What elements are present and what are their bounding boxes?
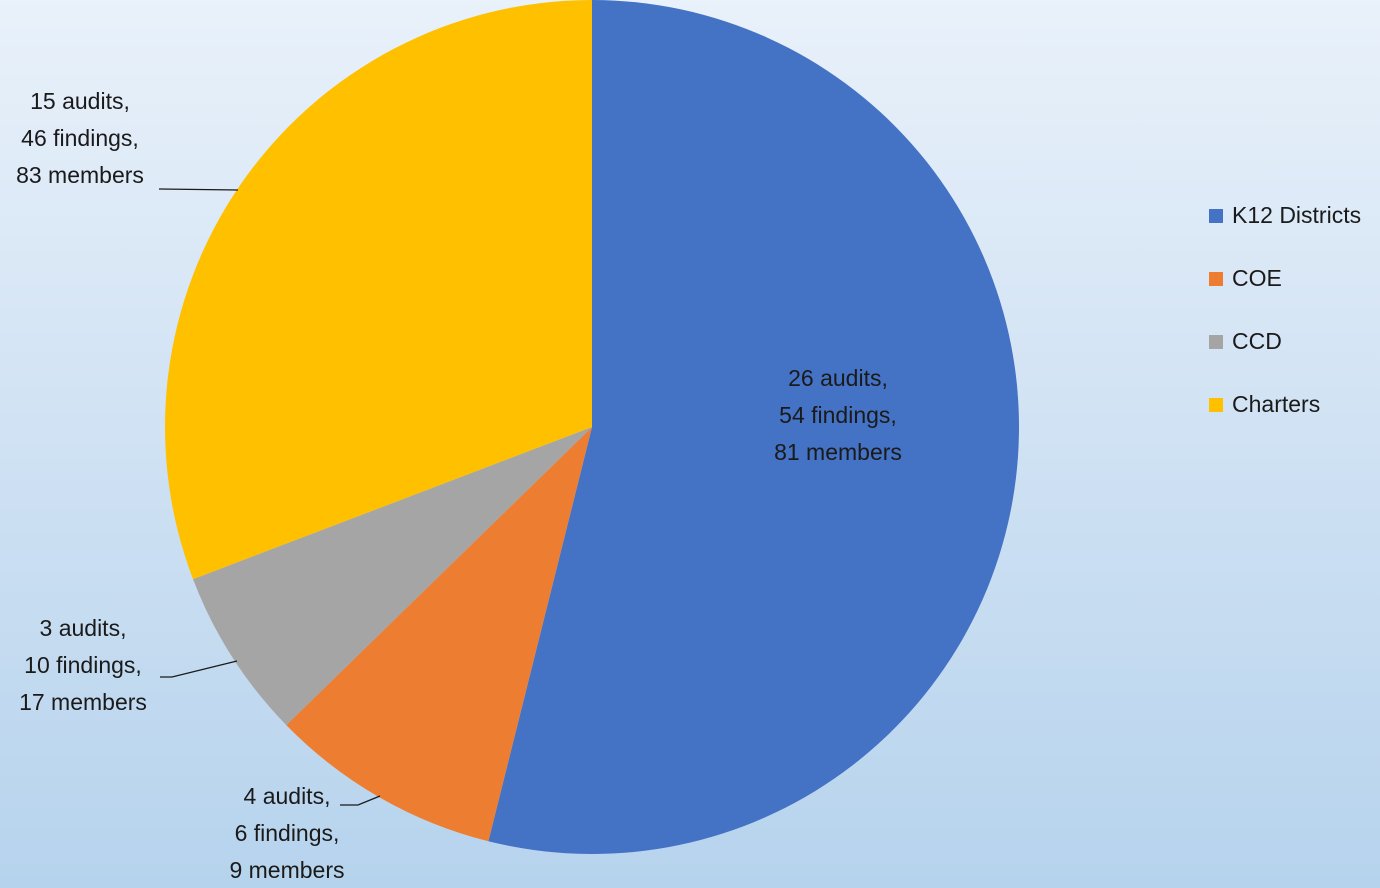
data-label-line: 83 members (16, 162, 144, 188)
pie-slice-k12-districts (488, 0, 1019, 854)
legend-label-charters: Charters (1232, 391, 1320, 417)
data-label-line: 6 findings, (235, 820, 340, 846)
leader-lines (159, 188, 381, 806)
data-label-k12-districts: 26 audits, 54 findings, 81 members (774, 365, 902, 465)
leader-line-coe (340, 795, 381, 806)
data-label-line: 54 findings, (779, 402, 897, 428)
legend-item-coe: COE (1209, 265, 1282, 291)
legend-label-coe: COE (1232, 265, 1282, 291)
legend-item-ccd: CCD (1209, 328, 1282, 354)
legend-label-ccd: CCD (1232, 328, 1282, 354)
pie-slice-coe (286, 427, 592, 842)
pie-slice-charters (164, 0, 592, 580)
data-label-coe: 4 audits, 6 findings, 9 members (229, 783, 344, 883)
data-label-line: 15 audits, (30, 88, 130, 114)
legend: K12 Districts COE CCD Charters (1209, 202, 1361, 417)
pie-slice-ccd (193, 427, 592, 726)
legend-swatch-coe (1209, 272, 1223, 286)
data-label-line: 4 audits, (244, 783, 331, 809)
data-label-line: 3 audits, (40, 615, 127, 641)
data-labels: 26 audits, 54 findings, 81 members 4 audits… (16, 88, 902, 883)
data-label-line: 9 members (229, 857, 344, 883)
data-label-charters: 15 audits, 46 findings, 83 members (16, 88, 144, 188)
leader-line-charters (159, 188, 239, 191)
data-label-ccd: 3 audits, 10 findings, 17 members (19, 615, 147, 715)
legend-swatch-k12-districts (1209, 209, 1223, 223)
legend-item-charters: Charters (1209, 391, 1320, 417)
data-label-line: 10 findings, (24, 652, 142, 678)
data-label-line: 17 members (19, 689, 147, 715)
data-label-line: 81 members (774, 439, 902, 465)
legend-label-k12-districts: K12 Districts (1232, 202, 1361, 228)
leader-line-ccd (160, 660, 238, 678)
legend-item-k12-districts: K12 Districts (1209, 202, 1361, 228)
data-label-line: 26 audits, (788, 365, 888, 391)
pie-slices (164, 0, 1019, 854)
legend-swatch-charters (1209, 398, 1223, 412)
data-label-line: 46 findings, (21, 125, 139, 151)
legend-swatch-ccd (1209, 335, 1223, 349)
